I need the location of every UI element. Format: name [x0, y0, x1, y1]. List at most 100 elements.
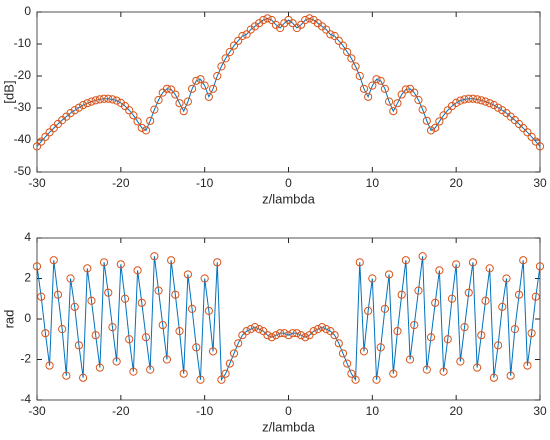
- marker: [414, 286, 423, 295]
- x-tick-label: 0: [285, 404, 292, 418]
- marker: [489, 101, 498, 110]
- marker: [481, 296, 490, 305]
- marker: [389, 107, 398, 116]
- marker: [213, 258, 222, 267]
- marker: [263, 14, 272, 23]
- marker: [359, 84, 369, 93]
- marker: [473, 95, 482, 104]
- marker: [489, 373, 498, 382]
- y-tick-label: -2: [20, 352, 31, 366]
- marker: [200, 81, 209, 90]
- marker: [150, 105, 159, 114]
- marker: [238, 31, 247, 41]
- marker: [460, 95, 469, 104]
- x-tick-label: -10: [196, 404, 214, 418]
- marker: [426, 126, 436, 135]
- marker: [468, 94, 478, 103]
- marker: [301, 15, 310, 25]
- marker: [208, 84, 218, 93]
- marker: [167, 256, 176, 265]
- marker: [456, 96, 465, 105]
- marker: [99, 94, 109, 103]
- y-tick-label: -50: [14, 164, 32, 178]
- marker: [108, 95, 117, 104]
- marker: [225, 47, 234, 57]
- marker: [276, 23, 285, 33]
- marker: [493, 341, 503, 350]
- marker: [502, 274, 511, 283]
- marker: [493, 103, 503, 112]
- marker: [70, 302, 79, 311]
- y-tick-label: -40: [14, 132, 32, 146]
- marker: [99, 258, 109, 267]
- marker: [439, 111, 448, 120]
- marker: [125, 106, 134, 115]
- x-tick-label: 0: [285, 176, 292, 190]
- marker: [208, 347, 218, 356]
- marker: [213, 71, 222, 81]
- y-tick-label: 2: [24, 271, 31, 285]
- marker: [276, 329, 285, 338]
- marker: [410, 320, 419, 330]
- marker: [389, 369, 398, 378]
- y-tick-label: -10: [14, 36, 32, 50]
- marker: [288, 19, 297, 28]
- marker: [477, 331, 486, 340]
- marker: [351, 375, 360, 384]
- marker: [154, 286, 163, 295]
- marker: [464, 94, 473, 103]
- marker: [422, 116, 431, 125]
- marker: [431, 123, 440, 132]
- marker: [229, 41, 239, 50]
- marker: [187, 304, 197, 313]
- marker: [133, 266, 142, 275]
- marker: [37, 137, 46, 146]
- marker: [120, 101, 130, 111]
- x-tick-label: 30: [533, 404, 547, 418]
- marker: [401, 256, 410, 265]
- marker: [179, 369, 188, 378]
- marker: [523, 361, 532, 370]
- marker: [464, 288, 473, 297]
- marker: [242, 30, 251, 39]
- marker: [120, 294, 130, 303]
- marker: [79, 373, 88, 382]
- marker: [146, 365, 155, 374]
- marker: [527, 132, 536, 141]
- marker: [284, 331, 293, 340]
- marker: [200, 274, 209, 283]
- marker: [506, 371, 515, 380]
- x-tick-label: 10: [366, 176, 380, 190]
- marker: [498, 302, 507, 311]
- marker: [485, 264, 494, 273]
- marker: [531, 292, 540, 301]
- marker: [70, 106, 79, 115]
- marker: [171, 90, 180, 99]
- marker: [456, 357, 465, 366]
- marker: [380, 304, 390, 313]
- marker: [322, 325, 331, 334]
- marker: [49, 256, 58, 265]
- marker: [514, 290, 524, 299]
- marker: [95, 95, 104, 104]
- marker: [183, 270, 192, 279]
- marker: [66, 274, 75, 283]
- marker: [162, 84, 172, 93]
- y-tick-label: -4: [20, 392, 31, 406]
- marker: [376, 343, 385, 352]
- marker: [66, 109, 75, 118]
- marker: [83, 99, 92, 108]
- x-tick-label: 20: [449, 404, 463, 418]
- marker: [338, 41, 348, 50]
- marker: [162, 355, 172, 364]
- marker: [234, 339, 243, 348]
- marker: [343, 359, 352, 368]
- marker: [414, 95, 423, 105]
- marker: [460, 323, 469, 332]
- y-tick-label: 0: [24, 311, 31, 325]
- marker: [452, 98, 461, 107]
- marker: [137, 298, 146, 307]
- marker: [255, 325, 264, 334]
- marker: [330, 31, 339, 41]
- series-line: [36, 17, 541, 147]
